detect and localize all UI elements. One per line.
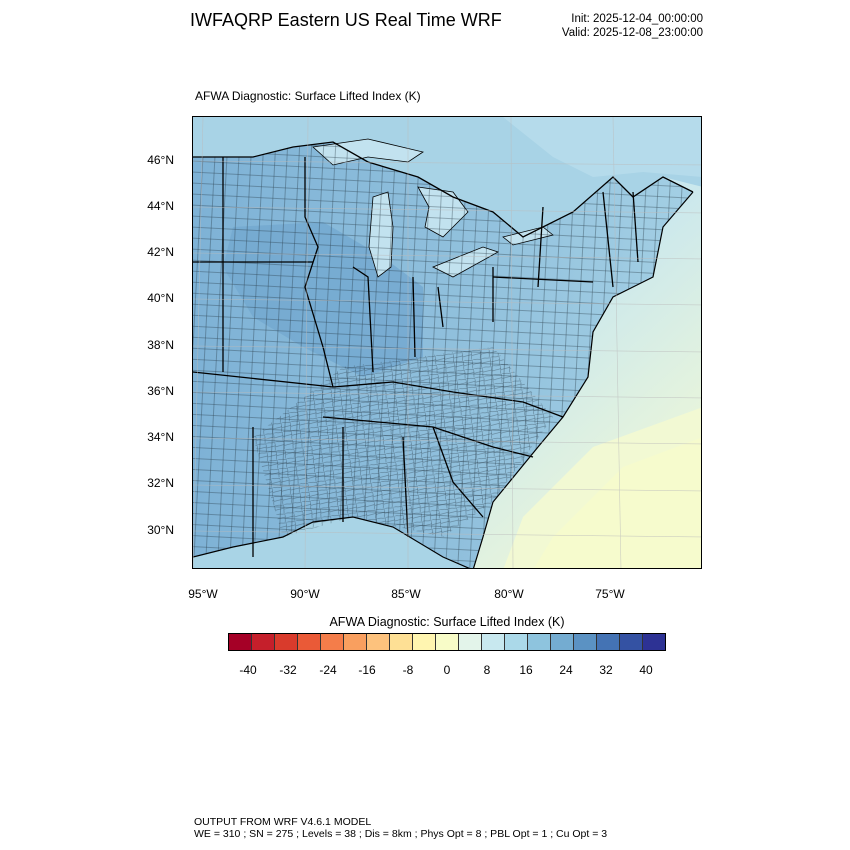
colorbar-label: -8 [402, 663, 414, 677]
colorbar-box [597, 634, 620, 650]
state-boundaries [193, 157, 639, 557]
colorbar-box [643, 634, 665, 650]
colorbar-label: 16 [519, 663, 533, 677]
lat-label-38n: 38°N [147, 338, 174, 352]
lifted-index-map [193, 117, 701, 568]
model-config: WE = 310 ; SN = 275 ; Levels = 38 ; Dis … [194, 828, 608, 840]
canada-border [193, 141, 694, 238]
colorbar-box [413, 634, 436, 650]
model-info: OUTPUT FROM WRF V4.6.1 MODEL [194, 816, 372, 828]
colorbar-box [551, 634, 574, 650]
canada-land-cool [503, 117, 701, 177]
colorbar-label: -40 [239, 663, 257, 677]
colorbar-label: 8 [483, 663, 491, 677]
colorbar-box [528, 634, 551, 650]
map-panel [192, 116, 702, 569]
coastline [193, 191, 694, 568]
lon-label-80w: 80°W [494, 587, 524, 601]
colorbar-box [459, 634, 482, 650]
colorbar-label: -32 [279, 663, 297, 677]
colorbar-box [344, 634, 367, 650]
colorbar-box [505, 634, 528, 650]
colorbar-box [367, 634, 390, 650]
colorbar-box [390, 634, 413, 650]
lat-label-46n: 46°N [147, 153, 174, 167]
colorbar [228, 633, 666, 651]
lat-label-32n: 32°N [147, 476, 174, 490]
chart-title: IWFAQRP Eastern US Real Time WRF [190, 10, 502, 30]
colorbar-title: AFWA Diagnostic: Surface Lifted Index (K… [329, 615, 565, 629]
colorbar-box [321, 634, 344, 650]
colorbar-label: 24 [559, 663, 573, 677]
lat-label-40n: 40°N [147, 291, 174, 305]
plot-title: AFWA Diagnostic: Surface Lifted Index (K… [195, 89, 421, 103]
lon-label-90w: 90°W [290, 587, 320, 601]
colorbar-box [574, 634, 597, 650]
colorbar-label: -24 [319, 663, 337, 677]
colorbar-box [436, 634, 459, 650]
gulf-of-mexico [193, 517, 469, 568]
colorbar-box [298, 634, 321, 650]
graticule [193, 117, 701, 568]
init-time: Init: 2025-12-04_00:00:00 [571, 13, 703, 25]
colorbar-box [620, 634, 643, 650]
colorbar-label: 40 [639, 663, 653, 677]
colorbar-box [229, 634, 252, 650]
lon-label-85w: 85°W [391, 587, 421, 601]
lat-label-36n: 36°N [147, 384, 174, 398]
colorbar-box [252, 634, 275, 650]
colorbar-box [482, 634, 505, 650]
lon-label-75w: 75°W [595, 587, 625, 601]
lat-label-30n: 30°N [147, 523, 174, 537]
colorbar-label: 0 [443, 663, 451, 677]
lat-label-34n: 34°N [147, 430, 174, 444]
lat-label-44n: 44°N [147, 199, 174, 213]
lat-label-42n: 42°N [147, 245, 174, 259]
lon-label-95w: 95°W [188, 587, 218, 601]
colorbar-label: -16 [358, 663, 376, 677]
colorbar-box [275, 634, 298, 650]
valid-time: Valid: 2025-12-08_23:00:00 [561, 27, 703, 39]
colorbar-label: 32 [599, 663, 613, 677]
